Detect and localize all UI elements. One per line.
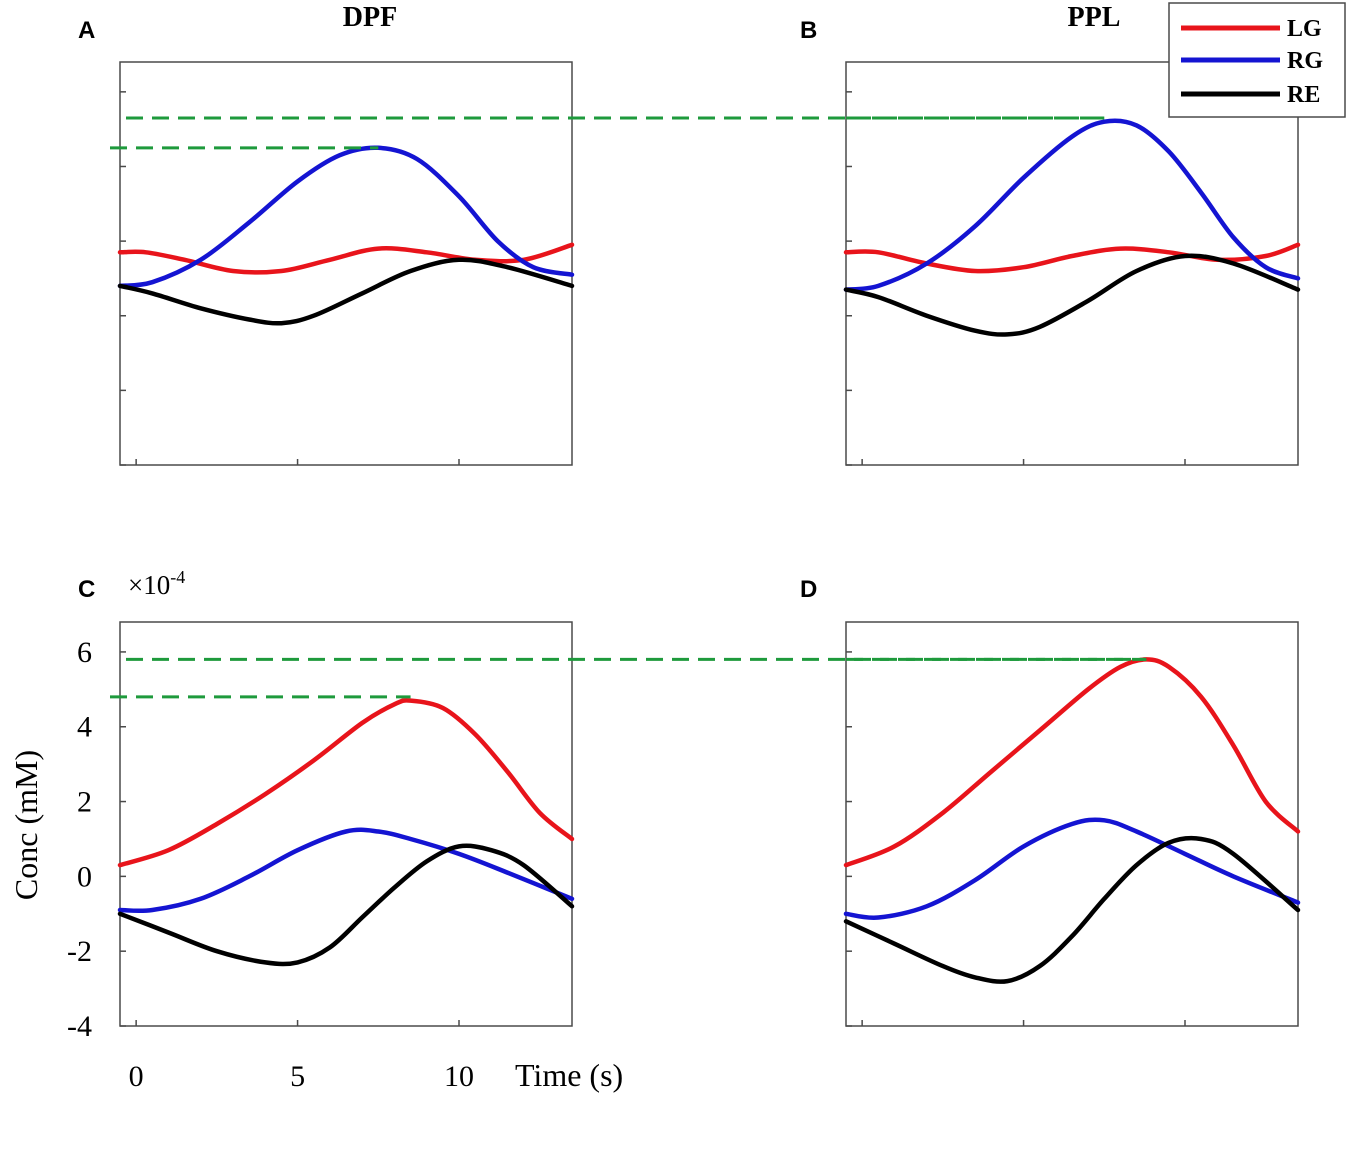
legend: LG RG RE (1168, 2, 1346, 118)
series-re-panel-a (117, 257, 575, 326)
y-tick-label: 4 (77, 711, 92, 744)
x-tick-label: 10 (444, 1060, 474, 1093)
y-tick-labels: 6 4 2 0 -2 -4 (67, 636, 92, 1043)
reference-lines (110, 116, 1147, 699)
panel-c (117, 621, 575, 1027)
panel-b (843, 61, 1301, 466)
panel-letter-b: B (800, 17, 817, 44)
panel-b-frame (845, 61, 1299, 466)
series-lg-panel-b (843, 242, 1301, 274)
panel-d-frame (845, 621, 1299, 1027)
series-re-panel-d (843, 835, 1301, 984)
panel-letter-c: C (78, 576, 95, 603)
legend-label-re: RE (1287, 82, 1320, 108)
series-lg-panel-c (117, 698, 575, 868)
scale-factor-label: ×10-4 (128, 567, 185, 600)
series-rg-panel-d (843, 817, 1301, 920)
legend-label-rg: RG (1287, 48, 1323, 74)
y-tick-label: 0 (77, 860, 92, 893)
panel-d (843, 621, 1301, 1027)
scale-factor-base: ×10 (128, 570, 170, 600)
x-tick-label: 0 (129, 1060, 144, 1093)
column-title-ppl: PPL (1068, 2, 1121, 33)
x-tick-labels: 0 5 10 (129, 1060, 474, 1093)
y-tick-label: -2 (67, 935, 92, 968)
x-axis-label: Time (s) (515, 1057, 623, 1093)
panel-a (117, 61, 575, 466)
column-title-dpf: DPF (343, 2, 397, 33)
y-tick-label: 2 (77, 786, 92, 819)
panel-letter-d: D (800, 576, 817, 603)
series-re-panel-c (117, 843, 575, 967)
legend-label-lg: LG (1287, 16, 1322, 42)
y-tick-label: -4 (67, 1010, 92, 1043)
x-tick-label: 5 (290, 1060, 305, 1093)
panel-letter-a: A (78, 17, 95, 44)
y-axis-label: Conc (mM) (8, 750, 44, 900)
series-re-panel-b (843, 253, 1301, 337)
y-tick-label: 6 (77, 636, 92, 669)
panel-c-frame (119, 621, 573, 1027)
series-rg-panel-b (843, 118, 1301, 292)
panels (117, 61, 1301, 1027)
scale-factor-exponent: -4 (170, 567, 185, 587)
panel-a-frame (119, 61, 573, 466)
series-lg-panel-d (843, 657, 1301, 868)
series-rg-panel-c (117, 827, 575, 914)
